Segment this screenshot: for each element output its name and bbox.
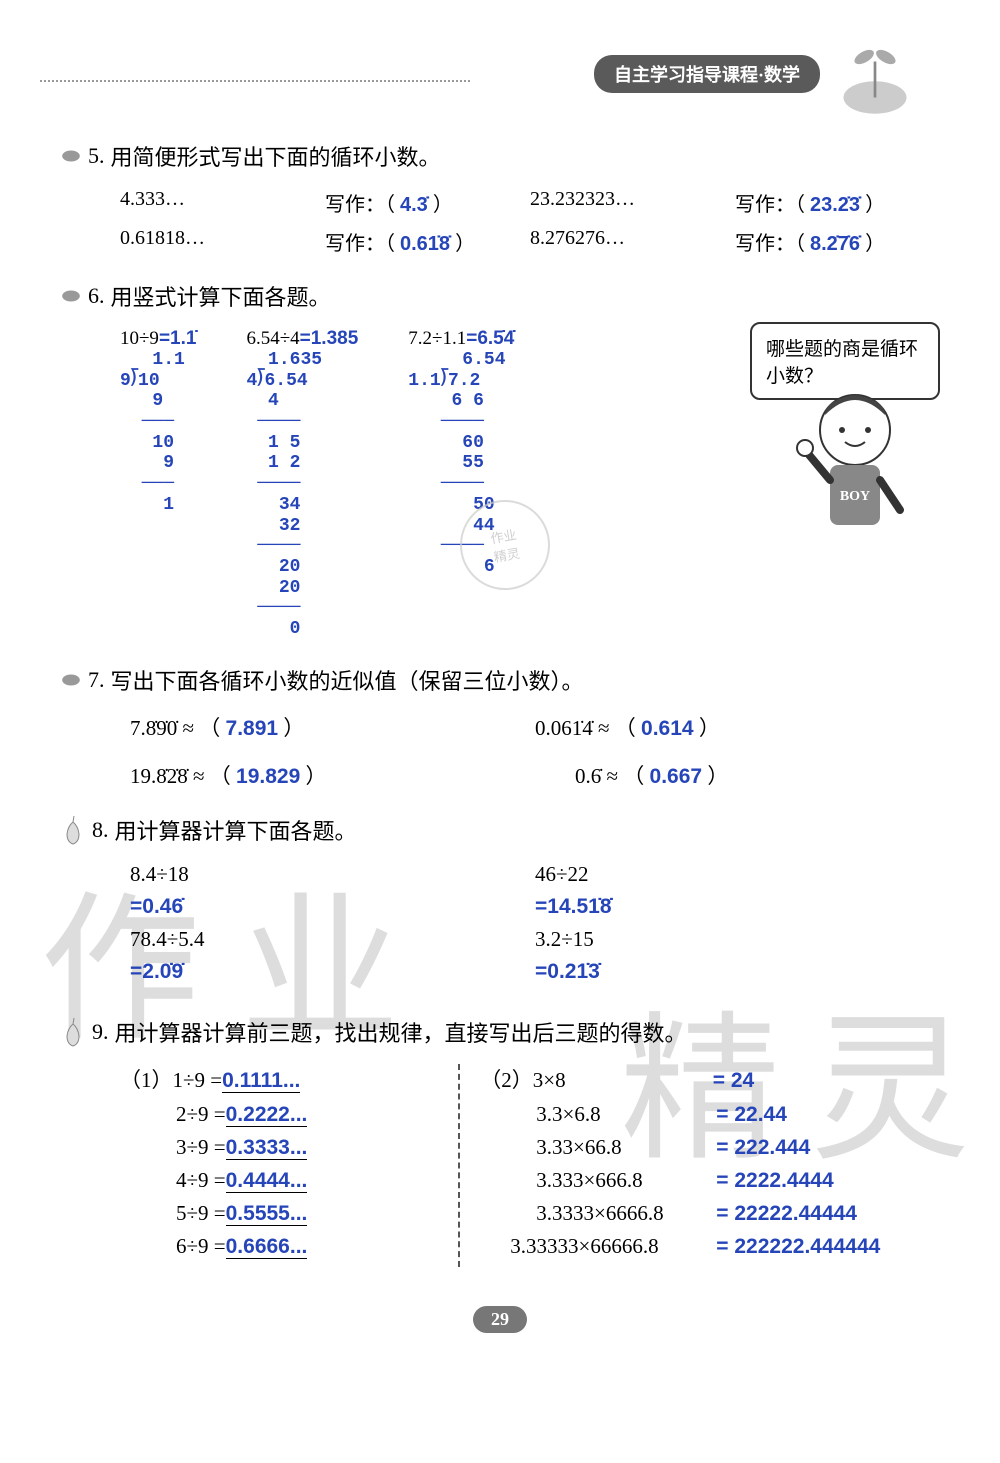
- svg-text:BOY: BOY: [840, 489, 870, 504]
- pear-icon: [60, 814, 86, 846]
- q9-part2: （2）3×8= 24 3.3×6.8= 22.44 3.33×66.8= 222…: [460, 1064, 940, 1267]
- q7-number: 7.: [88, 667, 105, 693]
- q9-p1-expr-3: 4÷9 =: [176, 1168, 226, 1192]
- q5-label-3: 写作：: [735, 233, 795, 255]
- q9-p2-expr-1: 3.3×6.8: [536, 1102, 716, 1127]
- question-7: 7. 写出下面各循环小数的近似值（保留三位小数）。 7.8̇9̇0̇ ≈ （ 7…: [60, 664, 940, 790]
- q7-ans-3: 0.667: [650, 765, 703, 788]
- page-number: 29: [473, 1306, 527, 1333]
- q9-p2-label: （2）: [480, 1068, 533, 1092]
- q9-part1: （1）1÷9 =0.1111... 2÷9 =0.2222... 3÷9 =0.…: [120, 1064, 460, 1267]
- q9-p2-expr-3: 3.333×666.8: [536, 1168, 716, 1193]
- q6-ans-0: =1.1̇: [159, 328, 197, 349]
- q6-number: 6.: [88, 283, 105, 309]
- q7-given-2: 19.8̇2̇8̇ ≈: [130, 764, 205, 788]
- question-8: 8. 用计算器计算下面各题。 8.4÷18 =0.46̇ 78.4÷5.4 =2…: [60, 814, 940, 992]
- q8-ans-2: =2.0̇9̇: [130, 960, 535, 984]
- q9-p1-ans-2: 0.3333...: [226, 1136, 308, 1160]
- q5-title-text: 用简便形式写出下面的循环小数。: [111, 140, 441, 172]
- q5-number: 5.: [88, 143, 105, 169]
- q6-ans-1: =1.385: [300, 328, 359, 349]
- q9-p2-ans-3: = 2222.4444: [716, 1169, 833, 1192]
- q8-expr-2: 78.4÷5.4: [130, 927, 535, 952]
- q8-title-text: 用计算器计算下面各题。: [115, 814, 357, 846]
- q9-p2-expr-2: 3.33×66.8: [536, 1135, 716, 1160]
- q9-p2-expr-5: 3.33333×66666.8: [510, 1234, 716, 1259]
- q5-given-2: 0.61818…: [120, 227, 205, 249]
- q5-label-2: 写作：: [325, 233, 385, 255]
- q9-p2-ans-0: = 24: [713, 1069, 754, 1092]
- question-5: 5. 用简便形式写出下面的循环小数。 4.333… 写作：（ 4.3̇ ） 23…: [60, 140, 940, 256]
- q9-p1-ans-5: 0.6666...: [226, 1235, 308, 1259]
- q5-ans-3: 8.2̇7̇6̇: [810, 233, 860, 255]
- header-badge: 自主学习指导课程·数学: [594, 55, 820, 93]
- q9-p2-ans-1: = 22.44: [716, 1103, 787, 1126]
- q9-p1-expr-1: 2÷9 =: [176, 1102, 226, 1126]
- q5-ans-2: 0.61̇8̇: [400, 233, 450, 255]
- q9-p1-expr-5: 6÷9 =: [176, 1234, 226, 1258]
- q7-given-3: 0.6̇ ≈: [575, 764, 618, 788]
- q7-ans-0: 7.891: [226, 717, 279, 740]
- leaf-icon: [60, 285, 82, 307]
- q5-given-3: 8.276276…: [530, 227, 625, 249]
- q9-p2-ans-5: = 222222.444444: [716, 1235, 880, 1258]
- q9-p1-ans-1: 0.2222...: [226, 1103, 308, 1127]
- q9-p2-ans-2: = 222.444: [716, 1136, 810, 1159]
- q6-work-1: 1.635 4⟌6.54 4 ──── 1 5 1 2 ──── 34 32 ─…: [246, 350, 358, 640]
- q7-ans-2: 19.829: [236, 765, 300, 788]
- q5-ans-1: 23.2̇3̇: [810, 194, 860, 216]
- leaf-icon: [60, 669, 82, 691]
- q6-title-text: 用竖式计算下面各题。: [111, 280, 331, 312]
- q7-title-text: 写出下面各循环小数的近似值（保留三位小数）。: [111, 664, 584, 696]
- q9-p1-ans-4: 0.5555...: [226, 1202, 308, 1226]
- q7-given-0: 7.8̇9̇0̇ ≈: [130, 716, 194, 740]
- q9-p2-expr-4: 3.3333×6666.8: [536, 1201, 716, 1226]
- q9-p1-ans-3: 0.4444...: [226, 1169, 308, 1193]
- q7-ans-1: 0.614: [641, 717, 694, 740]
- q9-p1-label: （1）: [120, 1068, 173, 1092]
- question-6: 6. 用竖式计算下面各题。 10÷9=1.1̇ 1.1 9⟌10 9 ─── 1…: [60, 280, 940, 640]
- q9-p2-expr-0: 3×8: [533, 1068, 713, 1093]
- q6-ans-2: =6.5̇4̇: [466, 328, 514, 349]
- q8-ans-0: =0.46̇: [130, 895, 535, 919]
- q8-expr-0: 8.4÷18: [130, 862, 535, 887]
- q9-p2-ans-4: = 22222.44444: [716, 1202, 857, 1225]
- q5-ans-0: 4.3̇: [400, 194, 428, 216]
- q5-label-0: 写作：: [325, 194, 385, 216]
- page-content: 5. 用简便形式写出下面的循环小数。 4.333… 写作：（ 4.3̇ ） 23…: [60, 140, 940, 1267]
- q6-work-0: 1.1 9⟌10 9 ─── 10 9 ─── 1: [120, 350, 196, 516]
- q6-expr-2: 7.2÷1.1: [408, 328, 466, 349]
- q8-number: 8.: [92, 817, 109, 843]
- q5-given-1: 23.232323…: [530, 188, 635, 210]
- q6-expr-1: 6.54÷4: [246, 328, 299, 349]
- q9-p1-expr-4: 5÷9 =: [176, 1201, 226, 1225]
- q6-problem-0: 10÷9=1.1̇ 1.1 9⟌10 9 ─── 10 9 ─── 1: [120, 328, 196, 640]
- q6-problem-2: 7.2÷1.1=6.5̇4̇ 6.54 1.1⟌7.2 6 6 ──── 60 …: [408, 328, 514, 640]
- q9-title-text: 用计算器计算前三题，找出规律，直接写出后三题的得数。: [115, 1016, 687, 1048]
- q7-given-1: 0.061̇4̇ ≈: [535, 716, 610, 740]
- pear-icon: [60, 1016, 86, 1048]
- boy-character-icon: BOY: [790, 380, 920, 580]
- q8-ans-1: =14.51̇8̇: [535, 895, 940, 919]
- q8-expr-1: 46÷22: [535, 862, 940, 887]
- q9-p1-expr-0: 1÷9 =: [173, 1068, 223, 1092]
- q9-p1-expr-2: 3÷9 =: [176, 1135, 226, 1159]
- header-dotted-line: [40, 80, 470, 82]
- q6-expr-0: 10÷9: [120, 328, 159, 349]
- q5-given-0: 4.333…: [120, 188, 185, 210]
- stamp-line2: 精灵: [492, 543, 521, 566]
- q5-label-1: 写作：: [735, 194, 795, 216]
- sprout-icon: [830, 30, 920, 120]
- q9-p1-ans-0: 0.1111...: [222, 1069, 300, 1093]
- leaf-icon: [60, 145, 82, 167]
- q9-number: 9.: [92, 1019, 109, 1045]
- question-9: 9. 用计算器计算前三题，找出规律，直接写出后三题的得数。 （1）1÷9 =0.…: [60, 1016, 940, 1267]
- q8-expr-3: 3.2÷15: [535, 927, 940, 952]
- q6-problem-1: 6.54÷4=1.385 1.635 4⟌6.54 4 ──── 1 5 1 2…: [246, 328, 358, 640]
- q8-ans-3: =0.21̇3̇: [535, 960, 940, 984]
